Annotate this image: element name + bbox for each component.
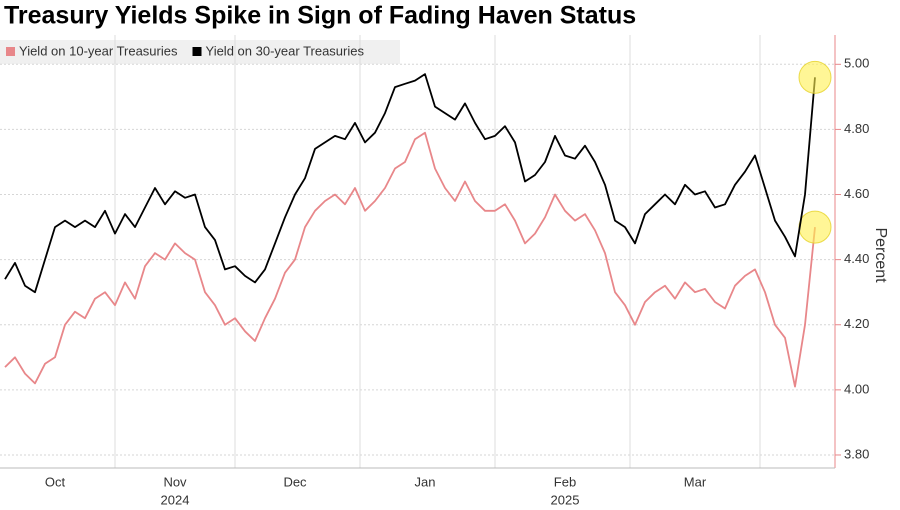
highlight-circle [798, 60, 832, 94]
x-tick-label: Mar [684, 474, 707, 489]
y-tick-label: 5.00 [844, 56, 869, 71]
legend-label: Yield on 30-year Treasuries [206, 43, 365, 58]
y-tick-label: 4.00 [844, 381, 869, 396]
y-tick-label: 4.60 [844, 186, 869, 201]
y-axis-label: Percent [872, 227, 889, 283]
x-tick-label: Nov [163, 474, 187, 489]
x-year-label: 2024 [161, 492, 190, 507]
legend-label: Yield on 10-year Treasuries [19, 43, 178, 58]
x-tick-label: Dec [283, 474, 307, 489]
y-tick-label: 3.80 [844, 446, 869, 461]
x-tick-label: Oct [45, 474, 66, 489]
series-line [4, 73, 816, 294]
chart-title: Treasury Yields Spike in Sign of Fading … [4, 2, 636, 30]
x-tick-label: Feb [554, 474, 576, 489]
series-line [4, 131, 816, 388]
legend-swatch [192, 47, 202, 56]
x-tick-label: Jan [415, 474, 436, 489]
legend-swatch [6, 47, 15, 56]
y-tick-label: 4.80 [844, 121, 869, 136]
x-year-label: 2025 [551, 492, 580, 507]
highlight-circle [798, 210, 832, 244]
y-tick-label: 4.40 [844, 251, 869, 266]
y-tick-label: 4.20 [844, 316, 869, 331]
